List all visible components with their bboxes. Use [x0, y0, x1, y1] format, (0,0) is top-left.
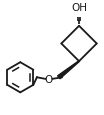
- Text: O: O: [45, 74, 53, 84]
- Polygon shape: [58, 61, 79, 79]
- Text: OH: OH: [71, 3, 87, 13]
